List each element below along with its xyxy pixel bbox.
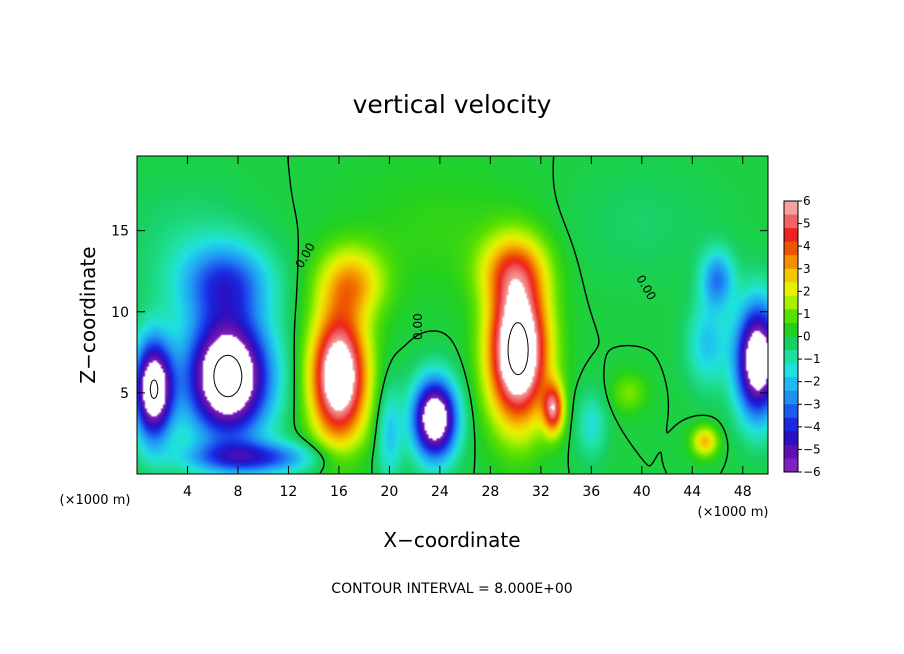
contour-label: 0.00 (411, 313, 425, 340)
colorbar-swatch (784, 377, 798, 392)
x-tick-label: 8 (233, 484, 242, 500)
colorbar-swatch (784, 214, 798, 229)
x-tick-label: 44 (683, 484, 701, 500)
colorbar-swatch (784, 268, 798, 283)
colorbar-swatch (784, 417, 798, 432)
heatmap-field (137, 156, 768, 474)
x-axis-label: X−coordinate (383, 528, 520, 552)
colorbar-swatch (784, 322, 798, 337)
y-tick-label: 15 (111, 224, 129, 240)
x-tick-label: 16 (330, 484, 348, 500)
colorbar-swatch (784, 295, 798, 310)
colorbar-tick-label: −5 (803, 442, 821, 456)
x-unit-left: (×1000 m) (60, 493, 131, 508)
contour-line (507, 322, 529, 376)
x-tick-label: 32 (532, 484, 550, 500)
colorbar-swatch (784, 363, 798, 378)
colorbar-tick-label: 1 (803, 307, 811, 321)
x-tick-label: 48 (734, 484, 752, 500)
x-tick-label: 28 (481, 484, 499, 500)
colorbar-tick-label: 5 (803, 217, 811, 231)
colorbar-tick-label: −2 (803, 375, 821, 389)
colorbar-swatch (784, 444, 798, 459)
x-unit-right: (×1000 m) (698, 505, 769, 520)
x-tick-label: 36 (582, 484, 600, 500)
x-axis-ticks: 4 8 12 16 20 24 28 32 36 40 44 48 (183, 156, 752, 500)
colorbar-tick-label: 6 (803, 194, 811, 208)
colorbar-swatch (784, 228, 798, 243)
x-tick-label: 20 (380, 484, 398, 500)
y-tick-label: 5 (120, 386, 129, 402)
colorbar-swatch (784, 282, 798, 297)
contour-line (287, 156, 729, 474)
colorbar-tick-label: 3 (803, 262, 811, 276)
colorbar-swatch (784, 431, 798, 446)
x-tick-label: 24 (431, 484, 449, 500)
colorbar-swatch (784, 309, 798, 324)
colorbar-swatch (784, 336, 798, 351)
colorbar: 6 5 4 3 2 1 0 −1 −2 −3 −4 −5 −6 (783, 194, 821, 479)
colorbar-tick-label: −1 (803, 352, 821, 366)
colorbar-tick-label: −3 (803, 397, 821, 411)
colorbar-tick-label: 4 (803, 239, 811, 253)
x-tick-label: 40 (633, 484, 651, 500)
colorbar-swatch (784, 390, 798, 405)
chart-title: vertical velocity (353, 90, 552, 119)
colorbar-tick-label: 0 (803, 330, 811, 344)
colorbar-swatch (784, 404, 798, 419)
y-tick-label: 10 (111, 305, 129, 321)
colorbar-swatch (784, 350, 798, 365)
colorbar-tick-label: −6 (803, 465, 821, 479)
plot-frame (136, 155, 769, 475)
contour-line (149, 354, 243, 400)
colorbar-swatch (784, 241, 798, 256)
contour-interval-note: CONTOUR INTERVAL = 8.000E+00 (331, 581, 572, 597)
y-axis-ticks: 5 10 15 (111, 224, 768, 402)
contour-lines (149, 156, 729, 474)
y-axis-label: Z−coordinate (76, 246, 100, 383)
colorbar-tick-label: 2 (803, 284, 811, 298)
colorbar-swatch (784, 255, 798, 270)
colorbar-swatch (784, 458, 798, 473)
x-tick-label: 4 (183, 484, 192, 500)
colorbar-swatch (784, 201, 798, 216)
x-tick-label: 12 (280, 484, 298, 500)
colorbar-tick-label: −4 (803, 420, 821, 434)
